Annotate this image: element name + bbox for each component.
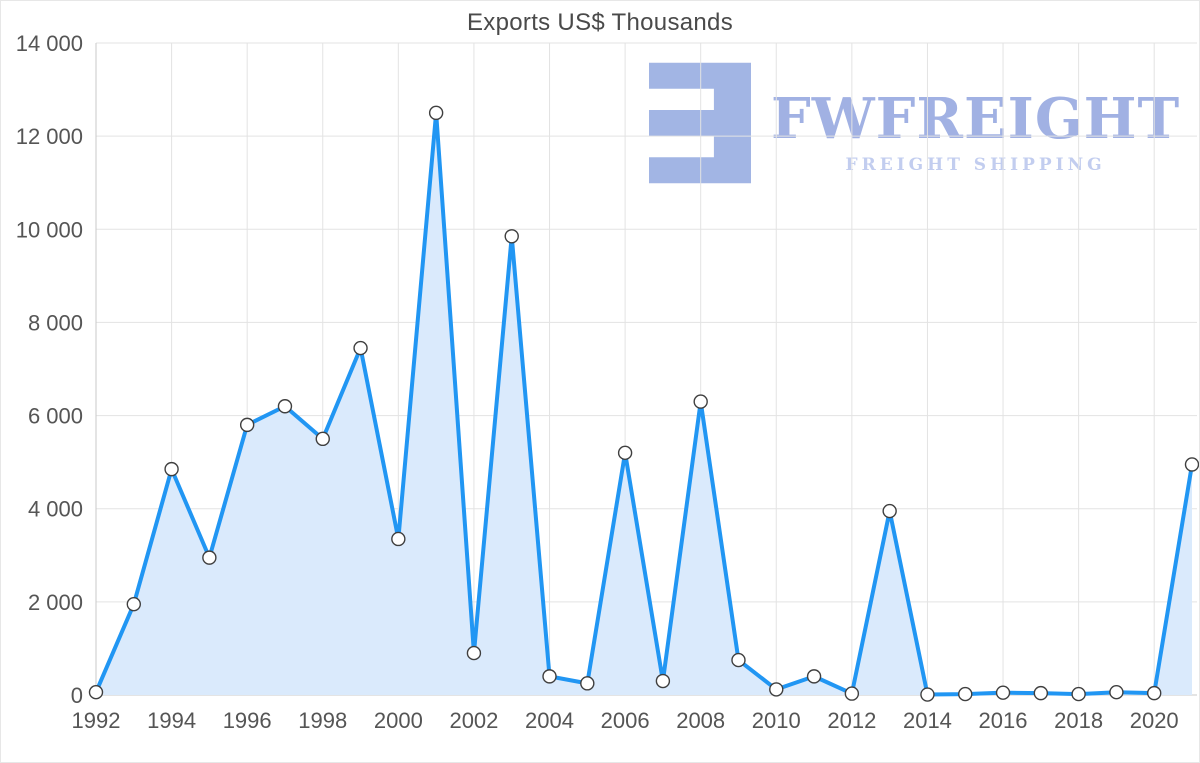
data-point[interactable]	[958, 686, 973, 702]
x-tick-label: 2018	[1054, 708, 1103, 733]
data-point[interactable]	[617, 445, 633, 461]
y-tick-label: 2 000	[28, 590, 83, 615]
x-tick-label: 1996	[223, 708, 272, 733]
x-tick-label: 2016	[979, 708, 1028, 733]
x-tick-label: 2006	[601, 708, 650, 733]
data-point[interactable]	[995, 685, 1011, 700]
data-point[interactable]	[1033, 685, 1049, 701]
data-point[interactable]	[693, 394, 708, 409]
y-tick-label: 10 000	[16, 217, 83, 242]
data-point[interactable]	[542, 669, 557, 684]
data-point[interactable]	[1184, 457, 1199, 472]
x-tick-label: 2008	[676, 708, 725, 733]
data-point[interactable]	[315, 431, 330, 447]
data-point[interactable]	[806, 669, 822, 684]
data-point[interactable]	[239, 417, 255, 433]
data-point[interactable]	[1071, 686, 1086, 702]
x-tick-label: 1992	[72, 708, 121, 733]
data-point[interactable]	[164, 461, 179, 477]
data-point[interactable]	[1147, 685, 1162, 701]
data-point[interactable]	[769, 682, 784, 697]
y-tick-label: 14 000	[16, 31, 83, 56]
x-tick-label: 1998	[298, 708, 347, 733]
data-point[interactable]	[1109, 685, 1124, 700]
data-point[interactable]	[844, 686, 860, 701]
x-tick-label: 2002	[449, 708, 498, 733]
series-area	[96, 112, 1192, 696]
y-tick-label: 0	[71, 683, 83, 708]
y-tick-label: 4 000	[28, 497, 83, 522]
x-tick-label: 1994	[147, 708, 196, 733]
y-tick-label: 8 000	[28, 310, 83, 335]
x-tick-label: 2020	[1130, 708, 1179, 733]
data-point[interactable]	[655, 673, 671, 689]
y-tick-label: 12 000	[16, 124, 83, 149]
data-point[interactable]	[428, 105, 444, 121]
data-point[interactable]	[731, 652, 746, 668]
chart-title: Exports US$ Thousands	[467, 9, 733, 36]
x-tick-label: 2010	[752, 708, 801, 733]
x-tick-label: 2004	[525, 708, 574, 733]
data-point[interactable]	[466, 645, 482, 661]
x-tick-label: 2000	[374, 708, 423, 733]
data-point[interactable]	[126, 596, 141, 612]
data-point[interactable]	[882, 503, 897, 519]
data-point[interactable]	[504, 229, 519, 244]
data-point[interactable]	[353, 340, 368, 356]
data-point[interactable]	[88, 685, 104, 700]
data-point[interactable]	[580, 676, 595, 691]
x-tick-label: 2012	[827, 708, 876, 733]
data-point[interactable]	[202, 550, 217, 565]
data-point[interactable]	[391, 531, 406, 547]
data-point[interactable]	[920, 687, 935, 702]
data-point[interactable]	[277, 399, 293, 414]
y-tick-label: 6 000	[28, 404, 83, 429]
x-tick-label: 2014	[903, 708, 952, 733]
